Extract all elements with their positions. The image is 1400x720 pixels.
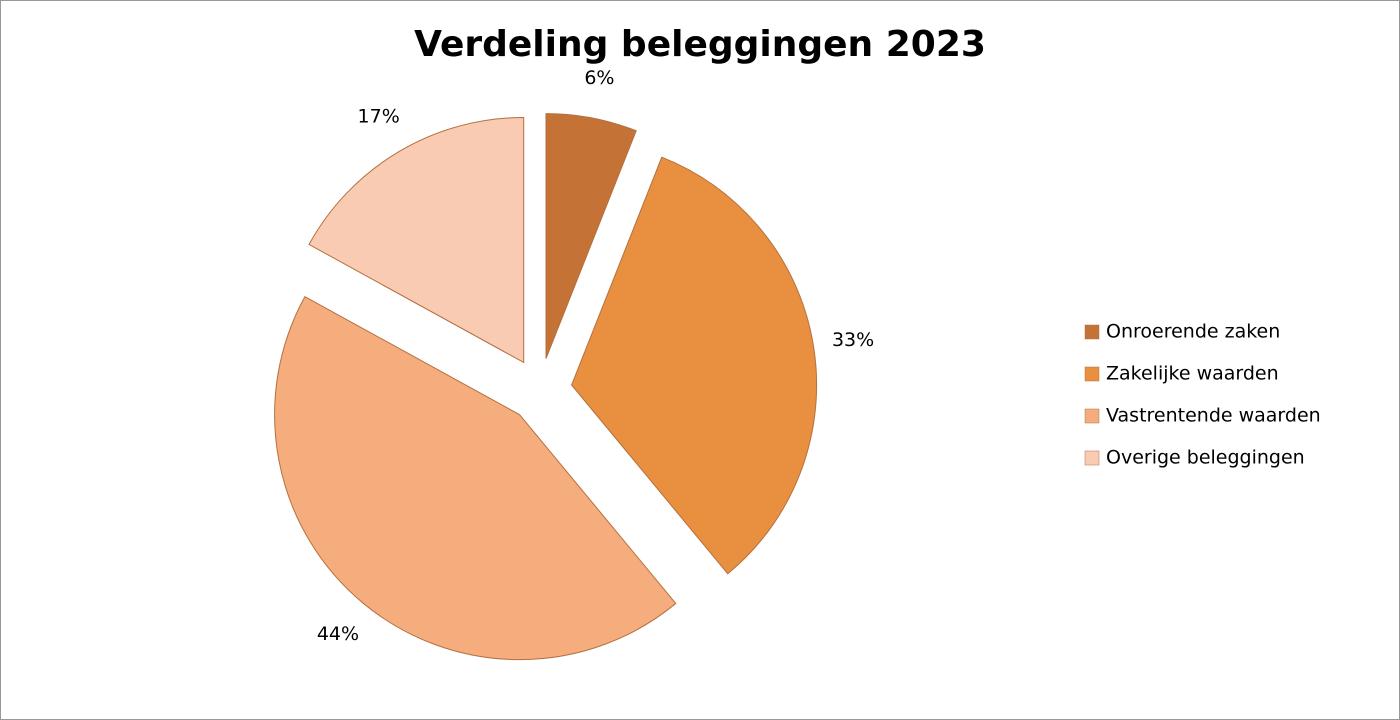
pie-slice <box>545 113 637 359</box>
legend-swatch <box>1084 366 1100 382</box>
pie-slice <box>274 295 677 661</box>
data-label: 17% <box>358 106 400 128</box>
legend-swatch <box>1084 408 1100 424</box>
pie-slice <box>308 116 525 364</box>
pie-slice <box>571 156 818 575</box>
legend-label: Overige beleggingen <box>1106 447 1305 469</box>
legend-label: Vastrentende waarden <box>1106 405 1321 427</box>
data-label: 33% <box>832 329 874 351</box>
legend-swatch <box>1084 450 1100 466</box>
data-label: 44% <box>317 623 359 645</box>
legend-label: Onroerende zaken <box>1106 321 1280 343</box>
legend-swatch <box>1084 324 1100 340</box>
legend-label: Zakelijke waarden <box>1106 363 1279 385</box>
chart-title: Verdeling beleggingen 2023 <box>414 24 986 65</box>
data-label: 6% <box>584 67 614 89</box>
